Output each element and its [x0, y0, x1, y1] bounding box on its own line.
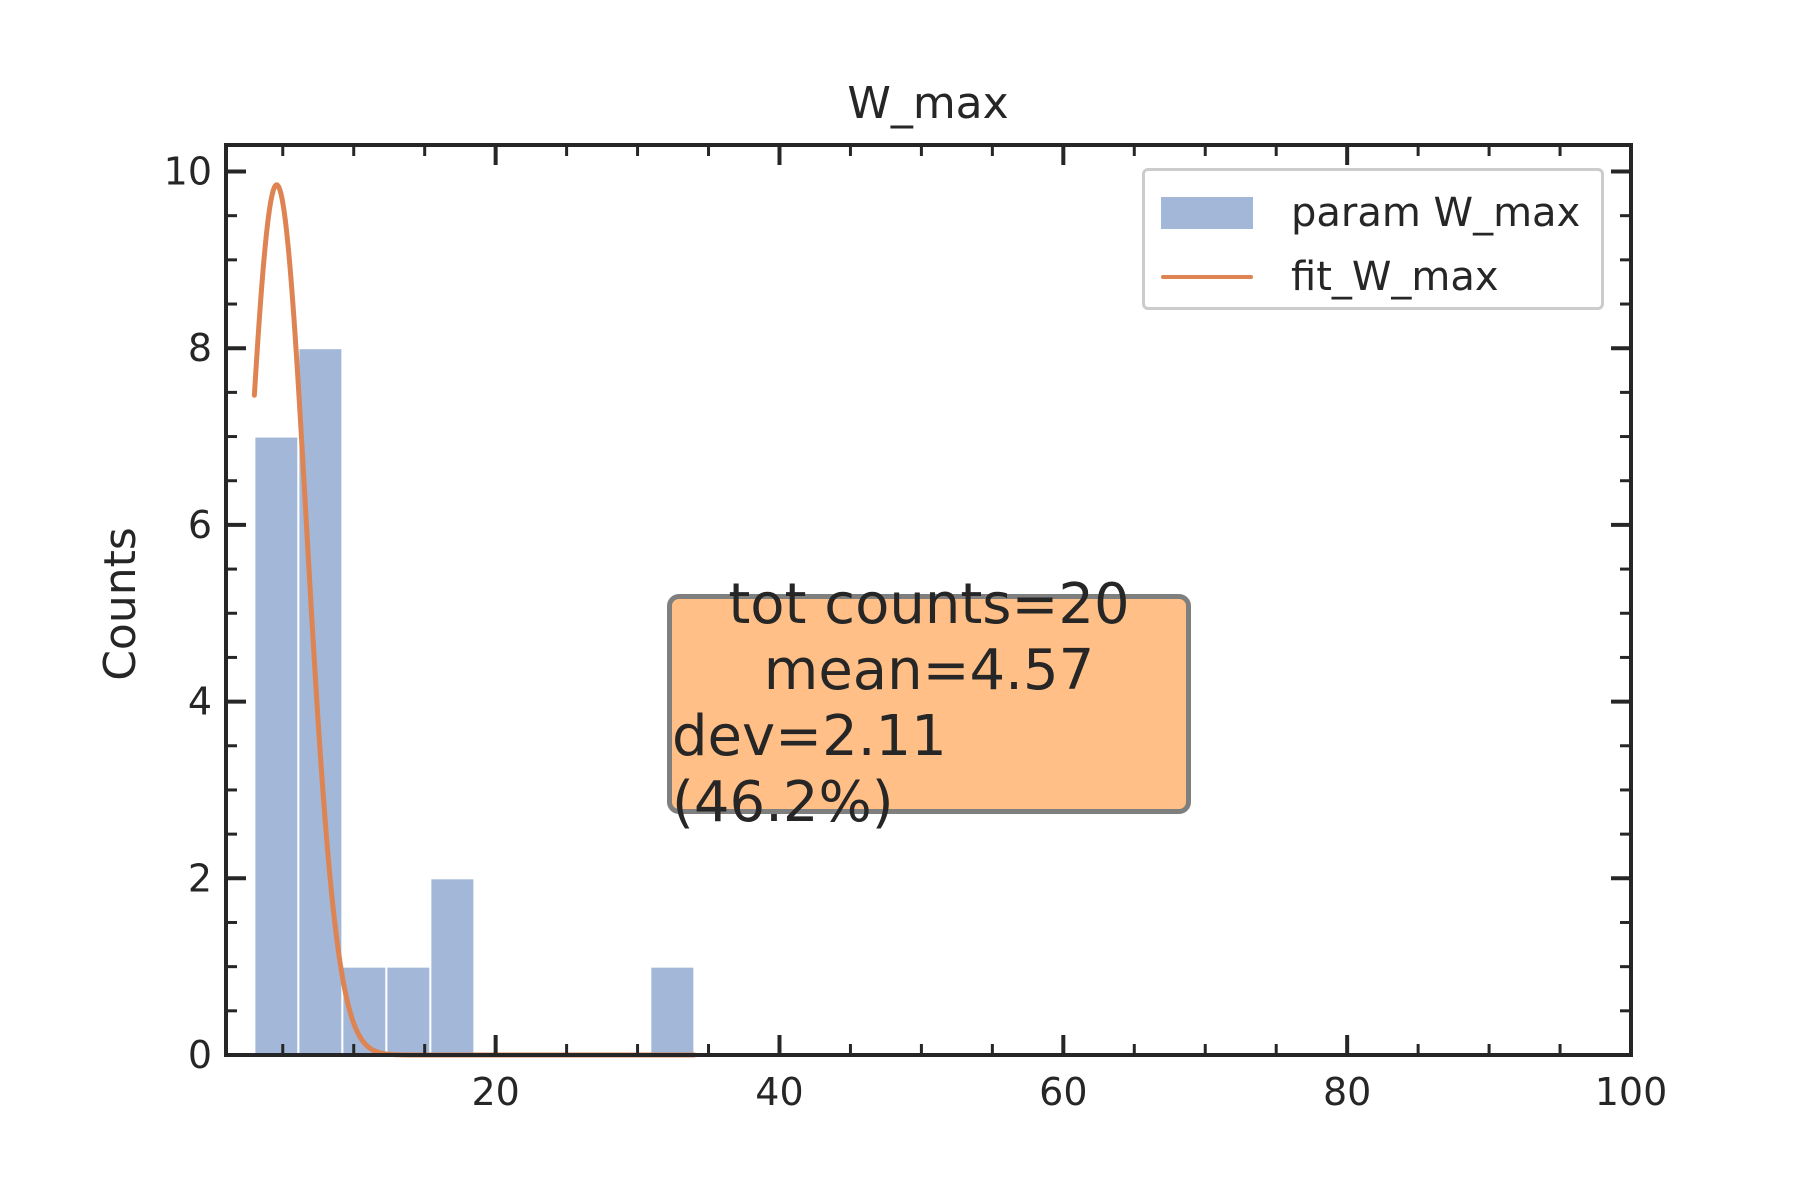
- legend-label-histogram: param W_max: [1291, 190, 1581, 236]
- y-tick-label-2: 2: [188, 856, 212, 900]
- stats-deviation: dev=2.11 (46.2%): [672, 704, 947, 835]
- x-tick-label-40: 40: [755, 1070, 803, 1114]
- histogram-bar-4: [429, 877, 476, 1056]
- y-tick-label-4: 4: [188, 680, 212, 724]
- y-axis-label: Counts: [95, 527, 146, 681]
- x-tick-label-100: 100: [1595, 1070, 1668, 1114]
- legend: param W_max fit_W_max: [1142, 168, 1604, 310]
- x-tick-label-80: 80: [1323, 1070, 1371, 1114]
- legend-item-histogram: param W_max: [1161, 183, 1580, 243]
- stats-annotation-box: tot counts=20 mean=4.57 dev=2.11 (46.2%): [667, 572, 1191, 835]
- x-tick-label-60: 60: [1039, 1070, 1087, 1114]
- histogram-bar-3: [385, 965, 432, 1057]
- plot-frame: [224, 143, 1633, 1057]
- x-tick-label-20: 20: [471, 1070, 519, 1114]
- legend-swatch-histogram: [1161, 197, 1253, 229]
- y-tick-label-10: 10: [164, 150, 212, 194]
- stats-mean: mean=4.57: [763, 638, 1095, 703]
- legend-swatch-fit: [1161, 275, 1253, 279]
- y-tick-label-6: 6: [188, 503, 212, 547]
- y-tick-label-8: 8: [188, 326, 212, 370]
- legend-item-fit: fit_W_max: [1161, 247, 1499, 307]
- axis-tick-labels: 20 40 60 80 100 0 2 4 6 8 10: [164, 150, 1668, 1114]
- legend-label-fit: fit_W_max: [1291, 254, 1499, 300]
- histogram-bar-9: [649, 965, 696, 1057]
- stats-total-counts: tot counts=20: [728, 572, 1130, 637]
- chart-title: W_max: [847, 78, 1008, 129]
- histogram-bar-0: [253, 435, 300, 1056]
- histogram-bars: [253, 347, 696, 1057]
- y-tick-label-0: 0: [188, 1033, 212, 1077]
